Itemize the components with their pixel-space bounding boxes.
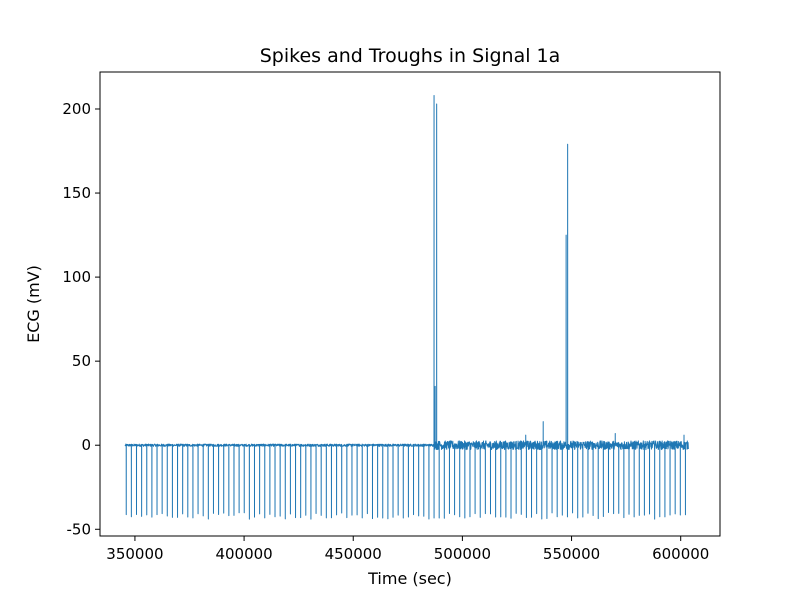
- y-tick-label: 100: [62, 268, 91, 286]
- x-tick-label: 450000: [325, 545, 382, 563]
- x-tick-label: 400000: [215, 545, 272, 563]
- x-tick-label: 550000: [543, 545, 600, 563]
- x-axis-ticks: 350000 400000 450000 500000 550000 600000: [106, 536, 709, 563]
- series-layer: [124, 95, 689, 520]
- x-tick-label: 600000: [652, 545, 709, 563]
- x-tick-label: 350000: [106, 545, 163, 563]
- y-tick-label: 0: [81, 436, 91, 454]
- y-tick-label: 50: [72, 352, 91, 370]
- plot-area: [99, 71, 721, 537]
- y-tick-label: -50: [67, 520, 92, 538]
- x-tick-label: 500000: [434, 545, 491, 563]
- y-tick-label: 200: [62, 100, 91, 118]
- ecg-series-line: [124, 95, 689, 520]
- y-axis-label: ECG (mV): [24, 265, 43, 343]
- chart-title: Spikes and Troughs in Signal 1a: [260, 45, 561, 67]
- y-tick-label: 150: [62, 184, 91, 202]
- x-axis-label: Time (sec): [367, 569, 452, 588]
- y-axis-ticks: -50 0 50 100 150 200: [62, 100, 100, 538]
- plot-frame: [99, 71, 721, 537]
